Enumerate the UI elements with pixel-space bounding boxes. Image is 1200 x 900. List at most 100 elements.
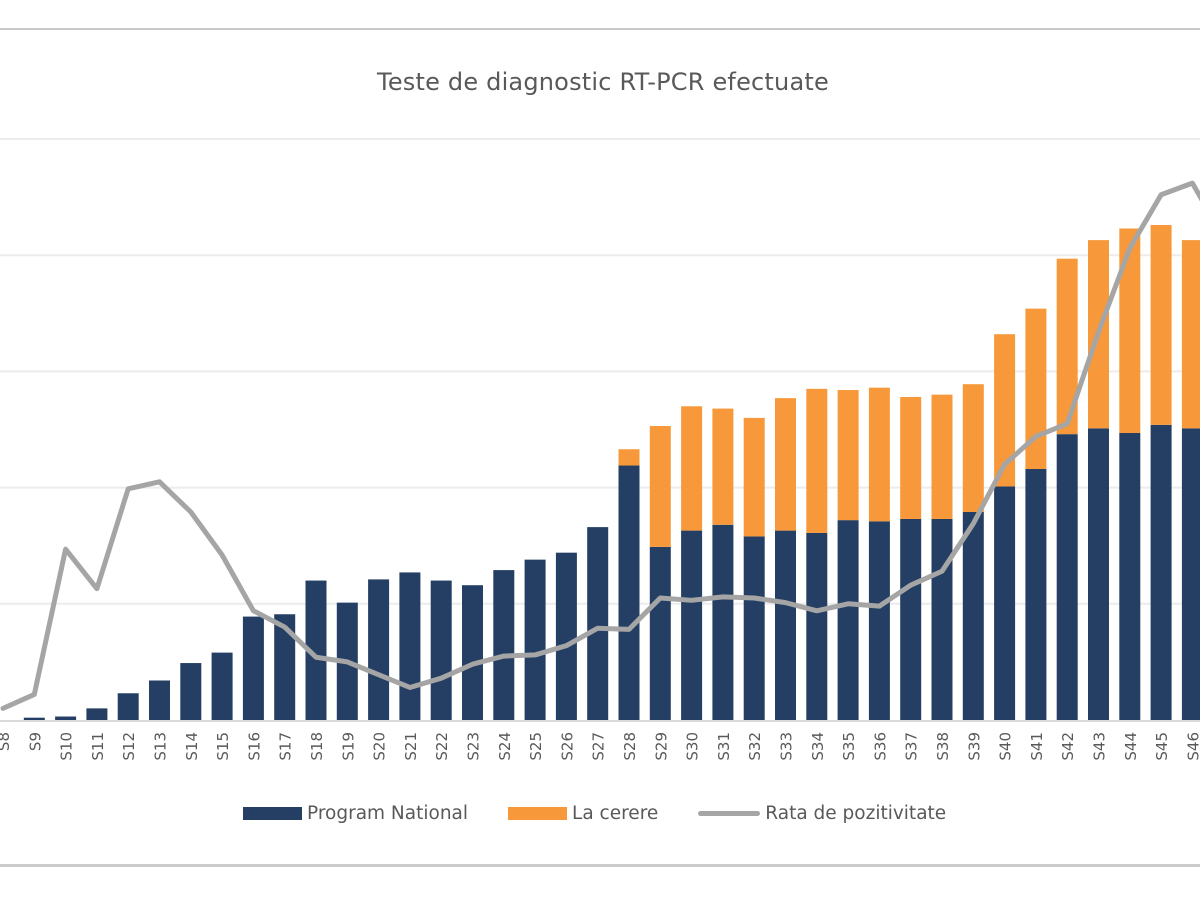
x-tick-label: S23: [465, 732, 483, 761]
x-tick-label: S8: [0, 732, 13, 751]
x-tick-label: S18: [308, 732, 326, 761]
bar-program-national: [712, 524, 734, 720]
x-tick-label: S46: [1184, 732, 1200, 761]
bar-la-cerere: [775, 398, 796, 531]
bar-la-cerere: [618, 449, 640, 466]
legend-swatch-rata-pozitivitate: [698, 810, 761, 816]
bar-la-cerere: [868, 387, 890, 522]
bar-program-national: [399, 572, 421, 720]
bar-program-national: [274, 614, 296, 720]
legend-item-program-national: Program National: [243, 803, 468, 824]
x-tick-label: S31: [715, 732, 733, 761]
x-tick-label: S27: [590, 732, 608, 761]
bar-program-national: [86, 708, 108, 720]
frame-bottom-border: [0, 864, 1200, 867]
bar-program-national: [743, 536, 765, 720]
bar-program-national: [1056, 434, 1078, 720]
bar-la-cerere: [1025, 308, 1047, 470]
x-tick-label: S17: [277, 732, 295, 761]
x-tick-label: S20: [371, 732, 389, 761]
bar-program-national: [149, 680, 170, 720]
x-tick-label: S33: [778, 732, 796, 761]
x-tick-label: S11: [89, 732, 107, 761]
x-tick-label: S10: [58, 732, 76, 761]
x-tick-label: S24: [496, 732, 514, 761]
x-tick-label: S21: [402, 732, 420, 761]
x-tick-label: S12: [120, 732, 138, 761]
bar-la-cerere: [900, 396, 922, 519]
bar-program-national: [555, 552, 577, 720]
bar-la-cerere: [994, 334, 1016, 487]
bar-program-national: [368, 579, 390, 720]
bar-program-national: [242, 616, 264, 720]
bar-program-national: [1150, 424, 1172, 720]
chart-plot: S8 S9 S10 S11 S12 S13 S14 S15 S16 S17 S18 S19 S20 S21…: [0, 138, 1200, 761]
x-tick-label: S9: [26, 732, 44, 751]
bar-program-national: [900, 518, 922, 720]
legend-item-la-cerere: La cerere: [508, 803, 658, 824]
bar-program-national: [775, 530, 796, 720]
bar-program-national: [23, 717, 45, 720]
x-tick-label: S19: [339, 732, 357, 761]
bar-program-national: [493, 570, 515, 720]
bar-program-national: [462, 585, 483, 720]
bar-program-national: [1181, 428, 1200, 720]
bar-program-national: [837, 520, 859, 720]
bar-program-national: [994, 486, 1016, 720]
x-tick-label: S13: [152, 732, 170, 761]
bar-program-national: [180, 663, 202, 720]
bar-program-national: [117, 693, 139, 720]
x-tick-label: S22: [433, 732, 451, 761]
bar-program-national: [806, 532, 828, 720]
x-tick-label: S25: [527, 732, 545, 761]
bar-la-cerere: [931, 394, 953, 519]
bar-program-national: [524, 559, 546, 720]
bar-la-cerere: [1181, 240, 1200, 429]
bar-la-cerere: [962, 384, 984, 513]
bar-program-national: [1025, 469, 1047, 720]
x-tick-label: S39: [965, 732, 983, 761]
x-tick-label: S44: [1122, 732, 1140, 761]
bar-program-national: [211, 652, 233, 720]
x-tick-label: S28: [621, 732, 639, 761]
bar-la-cerere: [743, 417, 765, 537]
x-tick-label: S45: [1153, 732, 1171, 761]
bar-la-cerere: [837, 389, 859, 521]
x-tick-label: S16: [245, 732, 263, 761]
x-tick-label: S29: [652, 732, 670, 761]
bar-la-cerere: [681, 406, 703, 531]
bar-program-national: [962, 512, 984, 720]
bar-program-national: [1119, 432, 1141, 720]
x-tick-label: S30: [684, 732, 702, 761]
x-tick-label: S42: [1059, 732, 1077, 761]
bar-program-national: [618, 465, 640, 720]
chart-title: Teste de diagnostic RT-PCR efectuate: [377, 68, 829, 96]
bar-program-national: [931, 518, 953, 720]
x-tick-label: S37: [903, 732, 921, 761]
legend-swatch-la-cerere: [508, 806, 568, 820]
bar-la-cerere: [1056, 258, 1078, 435]
legend-label: Rata de pozitivitate: [765, 802, 947, 824]
positivity-line: [0, 180, 1200, 711]
legend: Program National La cerere Rata de pozit…: [243, 800, 986, 826]
x-tick-label: S38: [934, 732, 952, 761]
legend-label: Program National: [307, 802, 469, 824]
x-tick-label: S41: [1028, 732, 1046, 761]
bar-program-national: [681, 530, 703, 720]
bar-program-national: [55, 716, 77, 720]
x-tick-label: S15: [214, 732, 232, 761]
bars: [23, 224, 1200, 720]
bar-program-national: [1088, 428, 1109, 720]
bar-la-cerere: [649, 426, 671, 547]
legend-item-rata-pozitivitate: Rata de pozitivitate: [698, 803, 946, 824]
bar-program-national: [430, 580, 452, 720]
x-tick-label: S14: [183, 732, 201, 761]
x-tick-label: S35: [840, 732, 858, 761]
frame-top-border: [0, 28, 1200, 30]
legend-swatch-program-national: [243, 806, 302, 820]
bar-la-cerere: [1119, 228, 1141, 433]
line-rata-pozitivitate: [0, 180, 1200, 711]
x-tick-label: S40: [997, 732, 1015, 761]
x-tick-label: S34: [809, 732, 827, 761]
bar-program-national: [587, 527, 609, 720]
